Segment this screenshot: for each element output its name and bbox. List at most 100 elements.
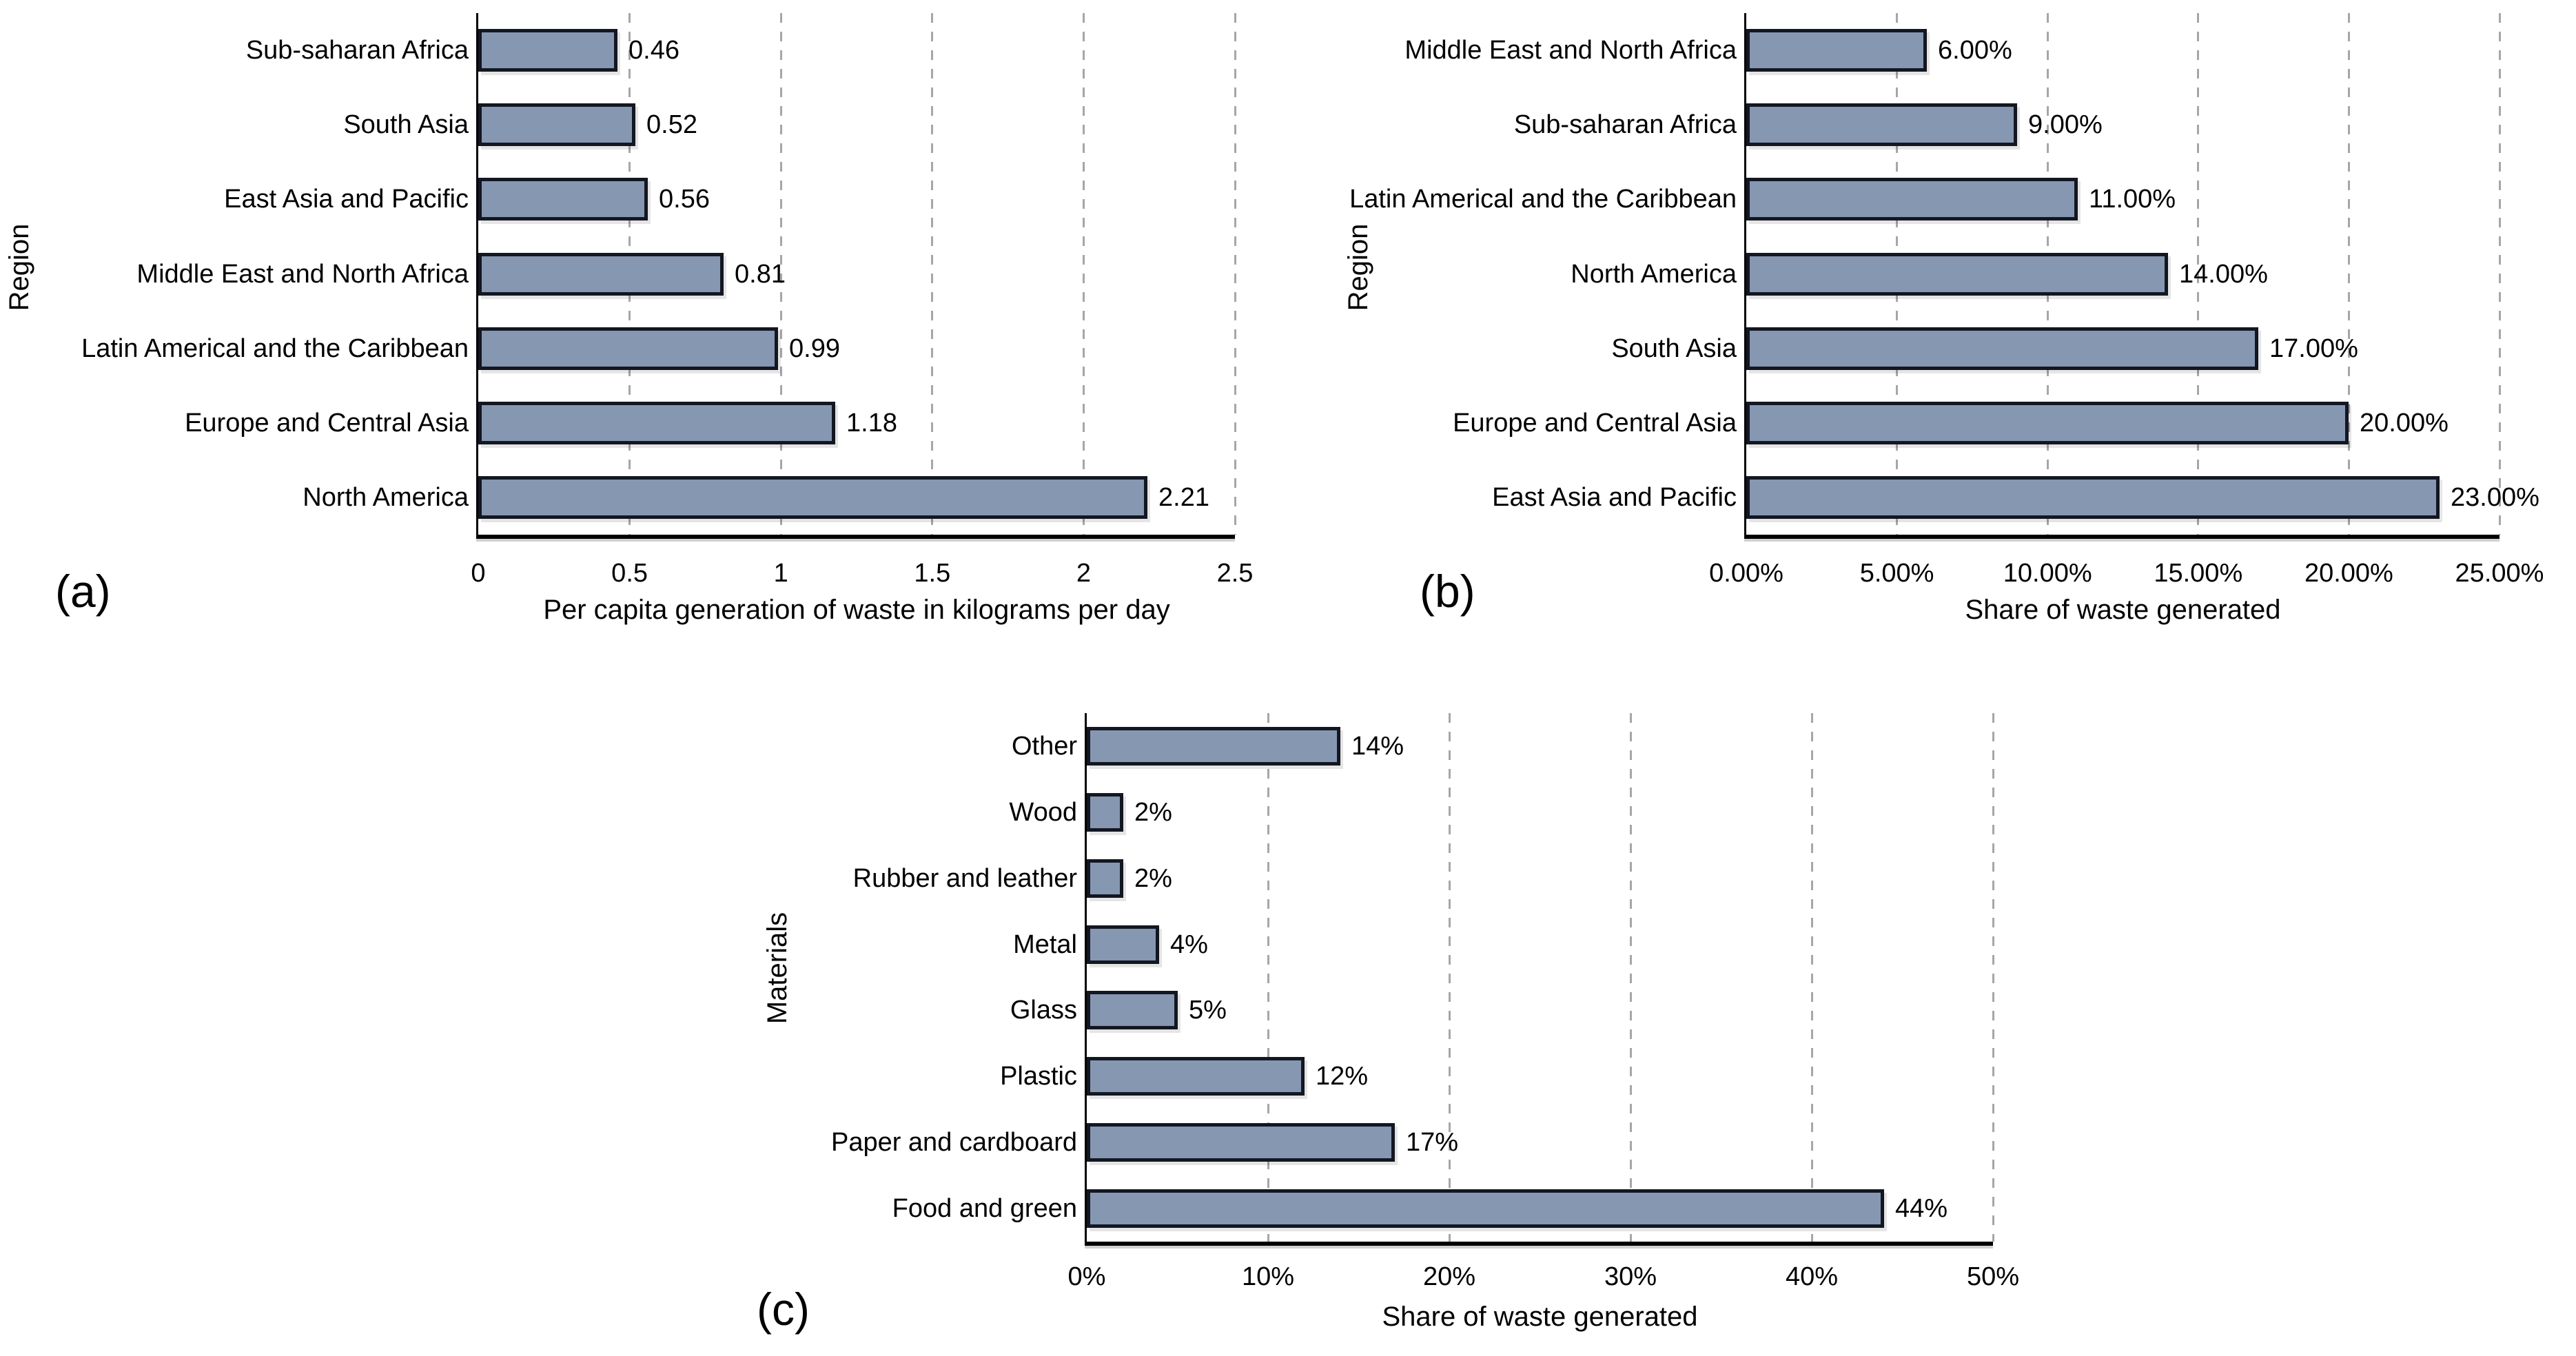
bar — [1087, 1189, 1884, 1228]
panel-label: (a) — [55, 566, 111, 617]
y-axis-line — [1744, 13, 1746, 539]
bar-value-label: 11.00% — [2089, 185, 2176, 214]
bar-value-label: 44% — [1895, 1194, 1948, 1223]
y-axis-line — [476, 13, 478, 539]
category-label: Rubber and leather — [852, 864, 1077, 893]
bar — [1087, 793, 1123, 832]
category-label: Metal — [1013, 930, 1077, 959]
bar — [478, 253, 724, 296]
category-label: Sub-saharan Africa — [245, 36, 469, 65]
x-tick-label: 0 — [471, 559, 486, 588]
bar — [1087, 859, 1123, 898]
category-label: Plastic — [1000, 1062, 1077, 1091]
bar — [1087, 1057, 1305, 1096]
bar-value-label: 23.00% — [2451, 483, 2539, 512]
gridline — [1082, 13, 1085, 535]
x-axis-label: Share of waste generated — [1965, 595, 2281, 625]
bar — [478, 178, 648, 220]
gridline — [2498, 13, 2501, 535]
x-tick-label: 10% — [1241, 1262, 1295, 1291]
bar — [1746, 178, 2078, 220]
x-tick-label: 2 — [1076, 559, 1091, 588]
category-label: Paper and cardboard — [830, 1128, 1077, 1157]
bar — [478, 29, 617, 72]
bar-value-label: 0.56 — [659, 185, 710, 214]
bar — [1746, 253, 2168, 296]
bar-value-label: 0.99 — [789, 334, 840, 363]
bar-value-label: 0.81 — [735, 260, 786, 289]
bar-value-label: 1.18 — [846, 409, 897, 438]
x-tick-label: 20.00% — [2304, 559, 2393, 588]
x-axis-line — [1744, 535, 2500, 539]
x-tick-label: 15.00% — [2154, 559, 2243, 588]
category-label: Middle East and North Africa — [1404, 36, 1737, 65]
bar-value-label: 14.00% — [2179, 260, 2268, 289]
category-label: Glass — [1010, 996, 1077, 1025]
x-tick-label: 20% — [1422, 1262, 1476, 1291]
bar — [1746, 29, 1927, 72]
category-label: Wood — [1009, 798, 1077, 827]
bar-value-label: 9.00% — [2028, 110, 2103, 139]
bar — [478, 402, 835, 444]
panel-label: (b) — [1420, 566, 1475, 617]
bar-value-label: 0.52 — [646, 110, 697, 139]
category-label: Europe and Central Asia — [185, 409, 469, 438]
category-label: Latin Americal and the Caribbean — [81, 334, 469, 363]
bar — [478, 476, 1147, 519]
bar-value-label: 17% — [1406, 1128, 1459, 1157]
gridline — [1267, 713, 1269, 1242]
y-axis-label: Materials — [762, 912, 793, 1025]
category-label: East Asia and Pacific — [1492, 483, 1737, 512]
gridline — [2347, 13, 2350, 535]
category-label: Other — [1011, 732, 1077, 761]
gridline — [1629, 713, 1632, 1242]
bar — [478, 327, 778, 370]
category-label: South Asia — [1611, 334, 1737, 363]
bar — [1746, 402, 2349, 444]
bar-value-label: 2% — [1134, 798, 1172, 827]
gridline — [931, 13, 934, 535]
bar-value-label: 14% — [1351, 732, 1404, 761]
x-tick-label: 1 — [773, 559, 788, 588]
bar-value-label: 2% — [1134, 864, 1172, 893]
gridline — [2197, 13, 2200, 535]
bar — [1746, 103, 2017, 146]
bar — [1087, 1123, 1395, 1162]
x-tick-label: 30% — [1604, 1262, 1657, 1291]
x-axis-line — [1085, 1242, 1993, 1246]
x-tick-label: 2.5 — [1216, 559, 1254, 588]
x-tick-label: 5.00% — [1859, 559, 1934, 588]
x-axis-line — [476, 535, 1235, 539]
bar-value-label: 0.46 — [628, 36, 679, 65]
x-axis-label: Per capita generation of waste in kilogr… — [543, 595, 1170, 625]
gridline — [1810, 713, 1813, 1242]
x-tick-label: 50% — [1966, 1262, 2020, 1291]
bar — [1087, 925, 1159, 964]
bar-value-label: 12% — [1316, 1062, 1369, 1091]
category-label: North America — [1571, 260, 1737, 289]
category-label: South Asia — [343, 110, 469, 139]
category-label: Sub-saharan Africa — [1513, 110, 1737, 139]
y-axis-line — [1085, 713, 1087, 1246]
bar — [478, 103, 635, 146]
panel-label: (c) — [757, 1284, 810, 1335]
x-tick-label: 25.00% — [2455, 559, 2544, 588]
category-label: North America — [303, 483, 469, 512]
x-tick-label: 10.00% — [2003, 559, 2092, 588]
bar-value-label: 2.21 — [1158, 483, 1209, 512]
gridline — [779, 13, 782, 535]
gridline — [1992, 713, 1994, 1242]
x-tick-label: 0.00% — [1709, 559, 1783, 588]
x-tick-label: 40% — [1785, 1262, 1839, 1291]
x-tick-label: 1.5 — [914, 559, 951, 588]
bar — [1746, 476, 2440, 519]
bar-value-label: 5% — [1189, 996, 1227, 1025]
category-label: Latin Americal and the Caribbean — [1349, 185, 1737, 214]
bar — [1087, 991, 1178, 1029]
x-axis-label: Share of waste generated — [1382, 1302, 1698, 1332]
category-label: Middle East and North Africa — [136, 260, 469, 289]
